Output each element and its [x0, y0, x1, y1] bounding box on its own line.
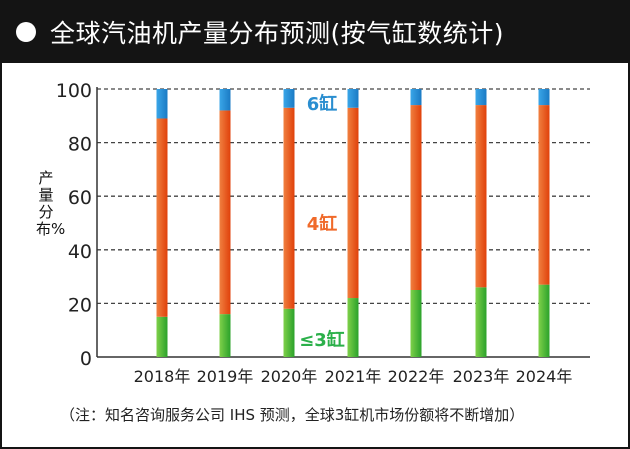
bar-segment-6cyl — [156, 89, 168, 119]
x-tick-label: 2024年 — [516, 367, 573, 386]
bar-segment-6cyl — [347, 89, 359, 108]
y-axis-label: 产量分布% — [36, 169, 66, 238]
bar-segment-4cyl — [475, 105, 487, 288]
y-tick-label: 40 — [68, 241, 92, 263]
bar-segment-4cyl — [538, 105, 550, 285]
y-tick-label: 100 — [56, 80, 92, 102]
x-tick-label: 2020年 — [261, 367, 318, 386]
series-label-3cyl: ≤3缸 — [299, 329, 345, 351]
bar-segment-3cyl — [347, 298, 359, 357]
bar-segment-4cyl — [156, 118, 168, 317]
bar-segment-6cyl — [475, 89, 487, 106]
bar-segment-3cyl — [475, 287, 487, 357]
bar-segment-6cyl — [219, 89, 231, 111]
bar-segment-6cyl — [410, 89, 422, 106]
series-label-6cyl: 6缸 — [307, 93, 338, 115]
x-tick-label: 2021年 — [325, 367, 382, 386]
x-tick-label: 2022年 — [388, 367, 445, 386]
bar-segment-4cyl — [410, 105, 422, 290]
y-tick-label: 80 — [68, 134, 92, 156]
chart-title: 全球汽油机产量分布预测(按气缸数统计) — [50, 18, 505, 48]
bar-segment-3cyl — [410, 290, 422, 357]
bar-segment-6cyl — [283, 89, 295, 108]
bullet-icon — [16, 21, 36, 42]
title-bar: 全球汽油机产量分布预测(按气缸数统计) — [0, 0, 630, 63]
x-tick-label: 2018年 — [134, 367, 191, 386]
bar-segment-3cyl — [283, 308, 295, 357]
bar-segment-4cyl — [283, 107, 295, 309]
y-tick-label: 20 — [68, 294, 92, 316]
bar-segment-3cyl — [219, 314, 231, 357]
bar-segment-3cyl — [538, 284, 550, 357]
bar-segment-4cyl — [219, 110, 231, 315]
footnote: （注：知名咨询服务公司 IHS 预测，全球3缸机市场份额将不断增加） — [60, 406, 525, 424]
bar-segment-6cyl — [538, 89, 550, 106]
bar-segment-4cyl — [347, 107, 359, 299]
y-tick-label: 0 — [80, 348, 92, 370]
x-tick-label: 2023年 — [453, 367, 510, 386]
bar-segment-3cyl — [156, 316, 168, 357]
x-tick-label: 2019年 — [197, 367, 254, 386]
y-tick-label: 60 — [68, 187, 92, 209]
chart-frame — [0, 63, 630, 449]
series-label-4cyl: 4缸 — [307, 213, 338, 235]
